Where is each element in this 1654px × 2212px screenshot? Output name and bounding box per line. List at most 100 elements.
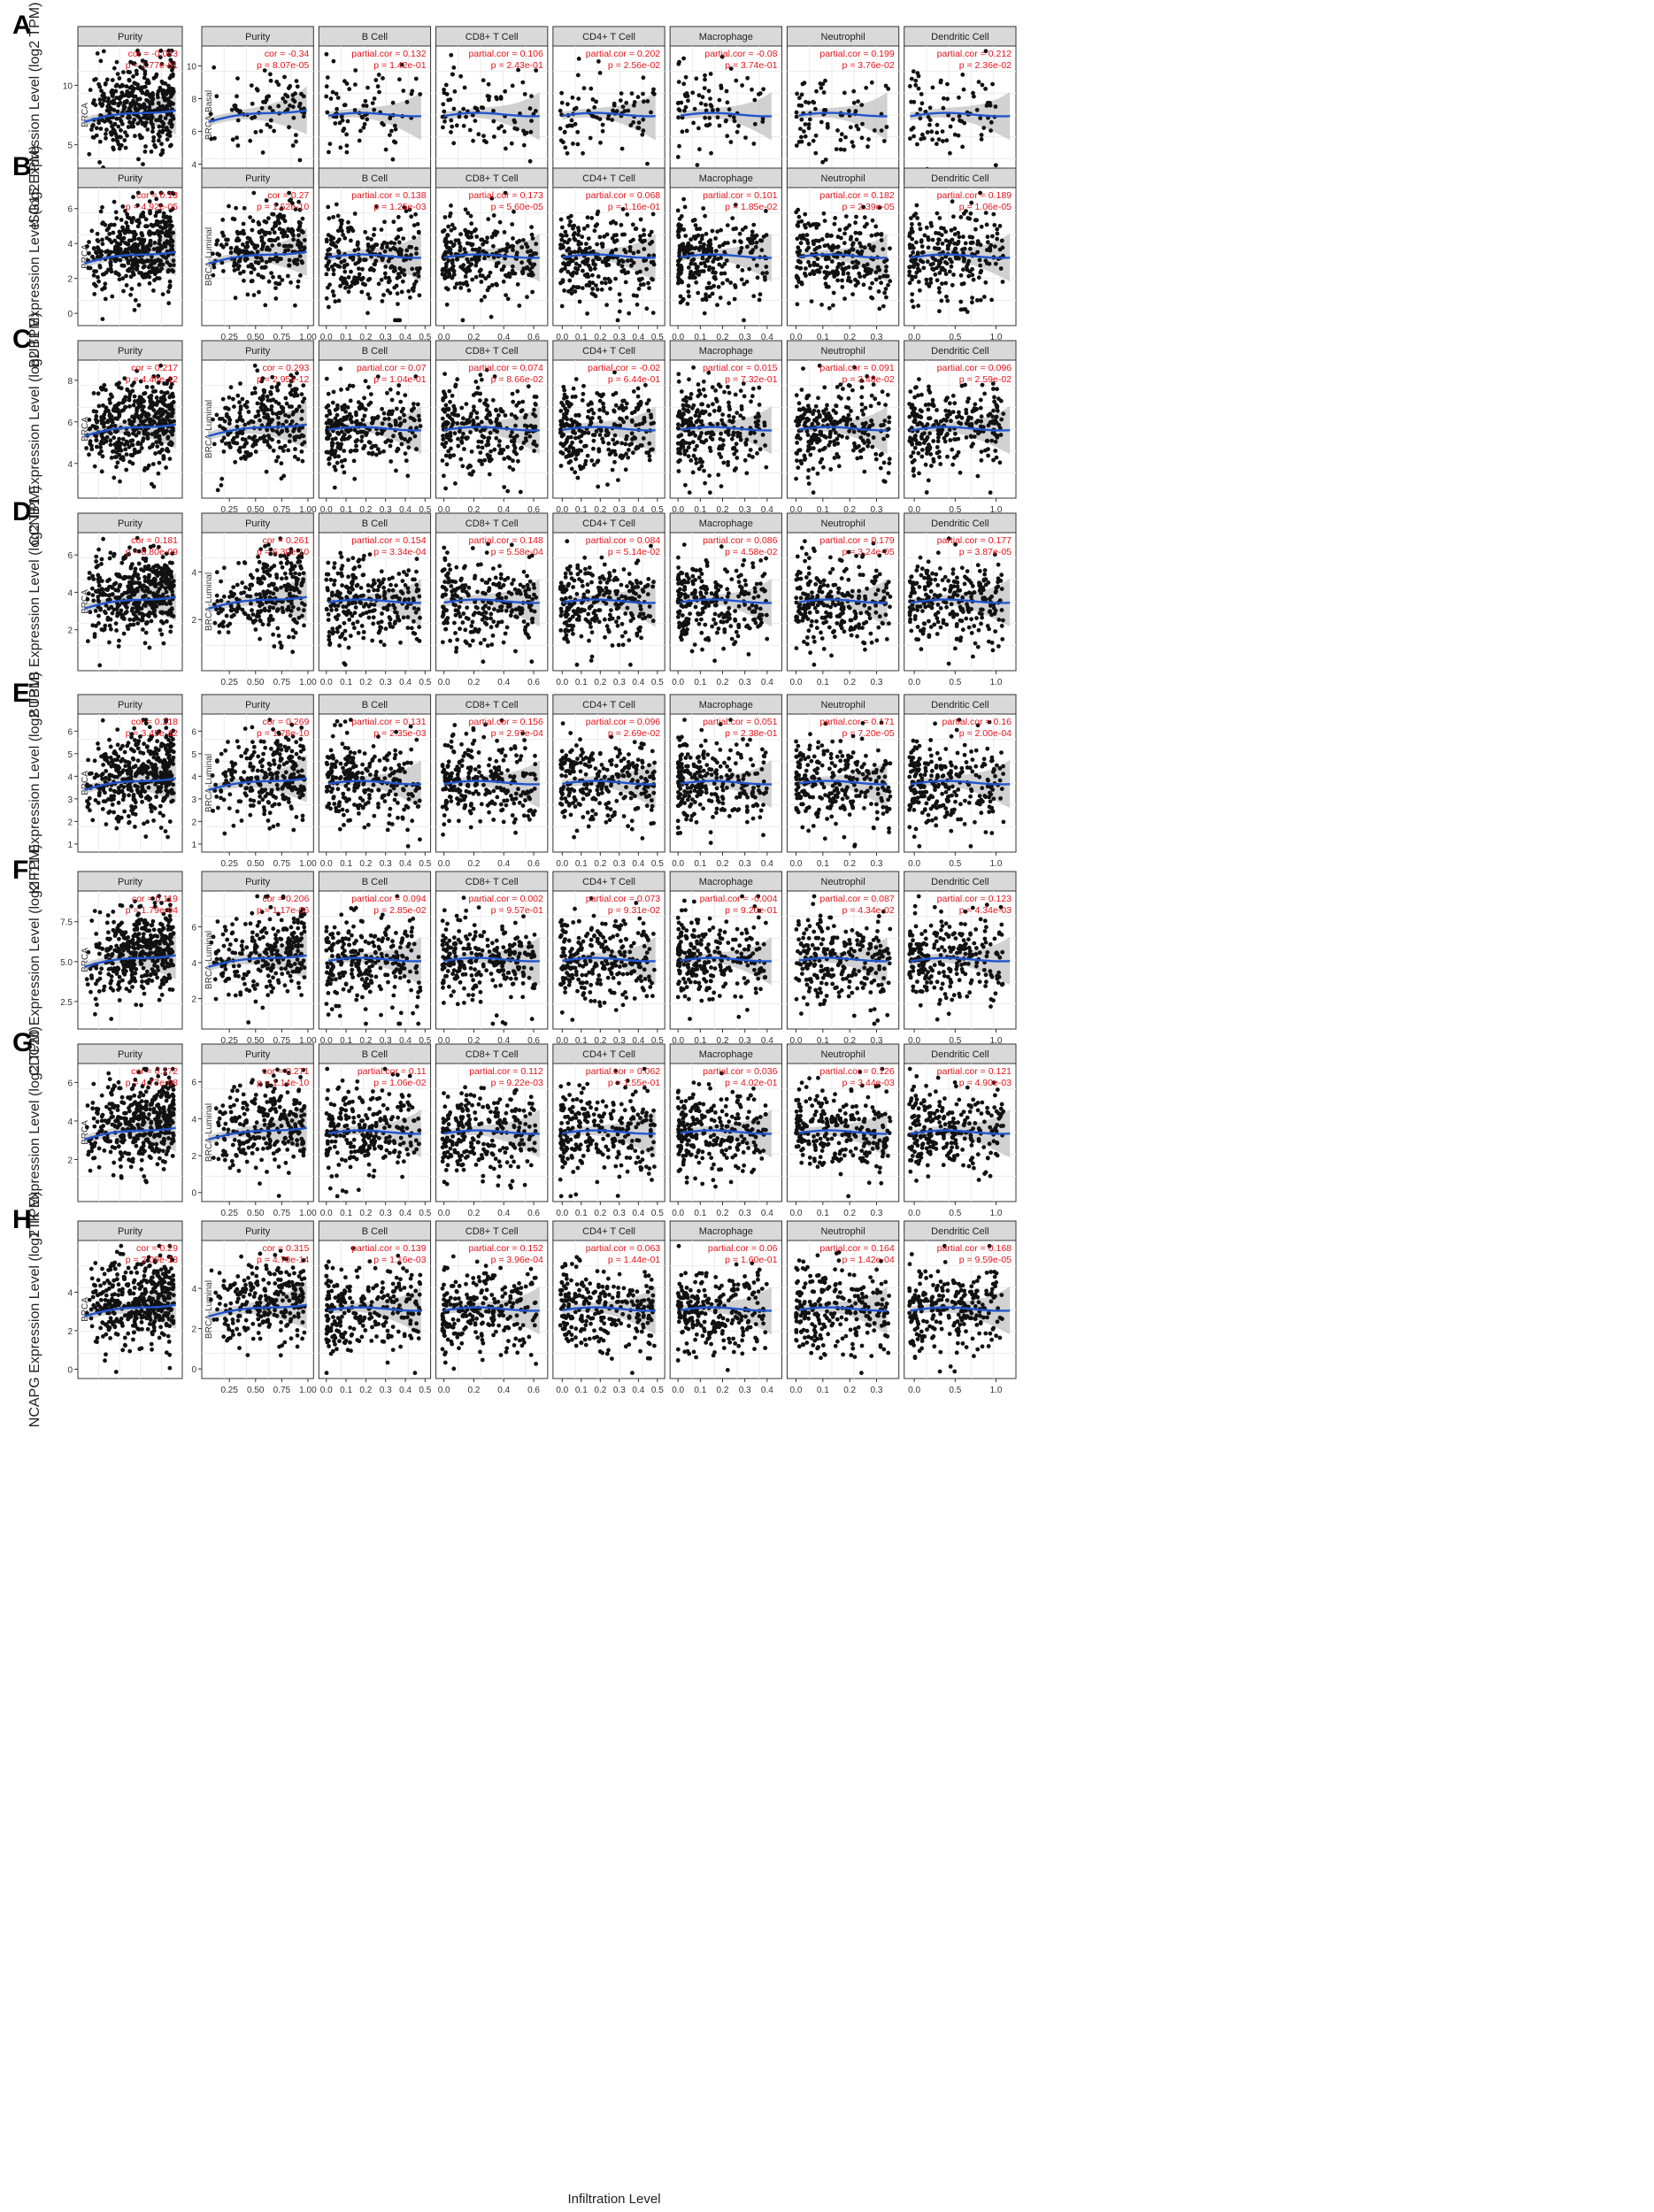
data-point <box>585 311 589 316</box>
data-point <box>882 290 887 296</box>
data-point <box>595 222 600 227</box>
data-point <box>840 285 845 289</box>
data-point <box>571 224 575 229</box>
data-point <box>110 88 115 93</box>
data-point <box>417 418 422 423</box>
data-point <box>558 268 564 273</box>
data-point <box>165 289 171 295</box>
data-point <box>689 237 693 242</box>
data-point <box>650 211 656 217</box>
data-point <box>259 235 265 241</box>
data-point <box>150 462 156 466</box>
data-point <box>91 273 96 278</box>
correlation-text: cor = 0.13 <box>136 190 178 201</box>
data-point <box>144 97 149 103</box>
data-point <box>826 284 831 289</box>
row-label: B <box>12 152 32 181</box>
data-point <box>462 267 467 273</box>
data-point <box>681 56 686 61</box>
panel-title: CD4+ T Cell <box>582 346 635 357</box>
data-point <box>619 264 625 269</box>
data-point <box>497 439 502 443</box>
panel-title: B Cell <box>362 32 388 42</box>
data-point <box>511 399 516 404</box>
data-point <box>415 402 420 407</box>
data-point <box>126 261 131 265</box>
data-point <box>930 237 935 242</box>
data-point <box>794 284 799 289</box>
data-point <box>372 233 376 237</box>
data-point <box>151 134 157 140</box>
data-point <box>286 248 291 252</box>
data-point <box>227 395 232 400</box>
data-point <box>513 423 518 428</box>
data-point <box>442 473 446 479</box>
data-point <box>834 147 839 152</box>
data-point <box>504 249 509 254</box>
data-point <box>989 242 994 248</box>
data-point <box>823 108 828 112</box>
data-point <box>282 443 288 449</box>
data-point <box>950 282 955 288</box>
data-point <box>167 143 173 149</box>
data-point <box>916 303 920 308</box>
data-point <box>715 303 719 308</box>
data-point <box>139 231 144 236</box>
data-point <box>103 222 108 227</box>
data-point <box>150 101 155 106</box>
data-point <box>470 277 475 282</box>
data-point <box>412 402 416 406</box>
data-point <box>233 459 238 465</box>
data-point <box>603 276 607 281</box>
data-point <box>212 442 217 447</box>
data-point <box>171 116 176 121</box>
data-point <box>864 85 869 90</box>
data-point <box>458 286 464 290</box>
data-point <box>363 257 368 263</box>
data-point <box>823 78 827 83</box>
data-point <box>96 245 100 250</box>
data-point <box>842 147 847 152</box>
data-point <box>157 263 162 267</box>
data-point <box>704 103 708 107</box>
data-point <box>156 410 160 414</box>
data-point <box>843 134 848 140</box>
data-point <box>528 129 534 134</box>
data-point <box>380 245 384 250</box>
data-point <box>726 241 730 245</box>
data-point <box>418 424 423 428</box>
data-point <box>623 271 628 276</box>
data-point <box>935 130 940 135</box>
data-point <box>138 419 143 424</box>
data-point <box>873 233 878 237</box>
data-point <box>960 144 965 150</box>
data-point <box>632 103 636 108</box>
data-point <box>717 244 722 249</box>
data-point <box>691 120 696 126</box>
data-point <box>402 257 406 263</box>
data-point <box>395 449 399 454</box>
data-point <box>97 97 103 102</box>
data-point <box>156 471 161 476</box>
data-point <box>373 443 378 449</box>
data-point <box>416 413 421 419</box>
data-point <box>136 52 142 57</box>
data-point <box>873 277 879 282</box>
data-point <box>91 391 96 396</box>
data-point <box>296 457 301 462</box>
data-point <box>102 412 107 418</box>
data-point <box>919 239 924 244</box>
data-point <box>235 76 240 81</box>
data-point <box>503 88 508 94</box>
data-point <box>170 268 174 273</box>
data-point <box>523 412 528 418</box>
data-point <box>167 395 173 400</box>
data-point <box>105 249 110 254</box>
data-point <box>345 405 350 410</box>
data-point <box>326 391 331 396</box>
correlation-text: partial.cor = 0.182 <box>819 190 895 201</box>
data-point <box>712 283 716 288</box>
